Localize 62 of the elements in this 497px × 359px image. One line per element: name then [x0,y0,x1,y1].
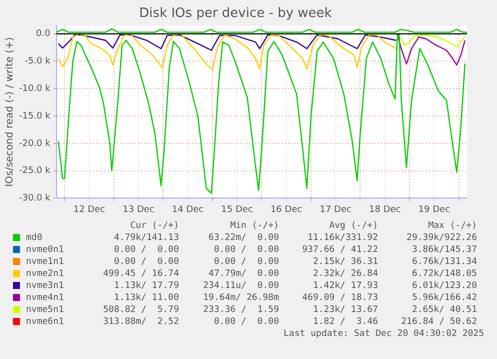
text: 233.36 / 1.59 [203,304,279,316]
text: 508.82 / 5.79 [103,304,179,316]
x-tick-label: 18 Dec [369,204,401,215]
text: 6.72k/148.05 [412,268,477,280]
y-tick-label: -5.0 k [24,56,52,67]
text: 2.15k/ 36.31 [312,256,378,268]
text: 216.84 / 50.62 [401,316,477,328]
y-axis-title: IOs/second read (-) / write (+) [4,37,16,187]
text: 0.00 / 0.00 [214,244,279,256]
text: 234.11u/ 0.00 [203,280,279,292]
text: 6.76k/131.34 [412,256,477,268]
y-tick-label: 0.0 [36,29,51,40]
legend-label: nvme4n1 [26,292,64,304]
text: 0.00 / 0.00 [214,256,279,268]
legend-label: nvme2n1 [26,268,64,280]
text: 469.09 / 18.73 [302,292,378,304]
y-tick-label: -15.0 k [19,111,52,122]
text: 2.32k/ 26.84 [312,268,378,280]
legend-label: nvme0n1 [26,244,64,256]
x-tick-label: 13 Dec [122,204,154,215]
y-tick-label: -20.0 k [19,138,52,149]
x-tick-label: 14 Dec [172,204,204,215]
x-tick-label: 17 Dec [320,204,352,215]
y-tick-label: -30.0 k [19,194,52,204]
text: 0.00 / 0.00 [214,316,279,328]
x-tick-label: 16 Dec [270,204,302,215]
text: 1.82 / 3.46 [312,316,378,328]
text: Max (-/+) [428,220,477,232]
text: 1.13k/ 11.00 [114,292,179,304]
text: 5.96k/166.42 [412,292,477,304]
x-tick-label: 12 Dec [73,204,106,215]
text: 1.13k/ 17.79 [114,280,179,292]
y-tick-label: -25.0 k [19,166,52,176]
text: 6.01k/123.20 [412,280,477,292]
text: 47.79m/ 0.00 [208,268,279,280]
text: 1.23k/ 13.67 [312,304,378,316]
text: 19.64m/ 26.98m [203,292,279,304]
legend-label: nvme5n1 [26,304,64,316]
x-tick-label: 15 Dec [221,204,253,215]
text: Last update: Sat Dec 20 04:30:02 2025 [284,328,484,340]
text: Avg (-/+) [329,220,378,232]
legend-label: nvme6n1 [26,316,64,328]
text: 499.45 / 16.74 [103,268,179,280]
legend-label: nvme3n1 [26,280,64,292]
chart-title: Disk IOs per device - by week [139,6,332,22]
text: Cur (-/+) [130,220,179,232]
text: 3.86k/145.37 [412,244,477,256]
text: 937.66 / 41.22 [302,244,378,256]
text: 29.39k/922.26 [406,232,477,244]
text: 0.00 / 0.00 [114,244,179,256]
legend-label: nvme1n1 [26,256,64,268]
text: 63.22m/ 0.00 [208,232,279,244]
text: 2.65k/ 40.51 [412,304,477,316]
x-tick-label: 19 Dec [418,204,450,215]
text: 1.42k/ 17.93 [312,280,378,292]
text: 4.79k/141.13 [114,232,179,244]
text: 11.16k/331.92 [308,232,378,244]
text: 0.00 / 0.00 [114,256,179,268]
legend-label: md0 [26,232,42,244]
y-tick-label: -10.0 k [19,84,52,94]
text: 313.88m/ 2.52 [103,316,179,328]
text: Min (-/+) [230,220,279,232]
